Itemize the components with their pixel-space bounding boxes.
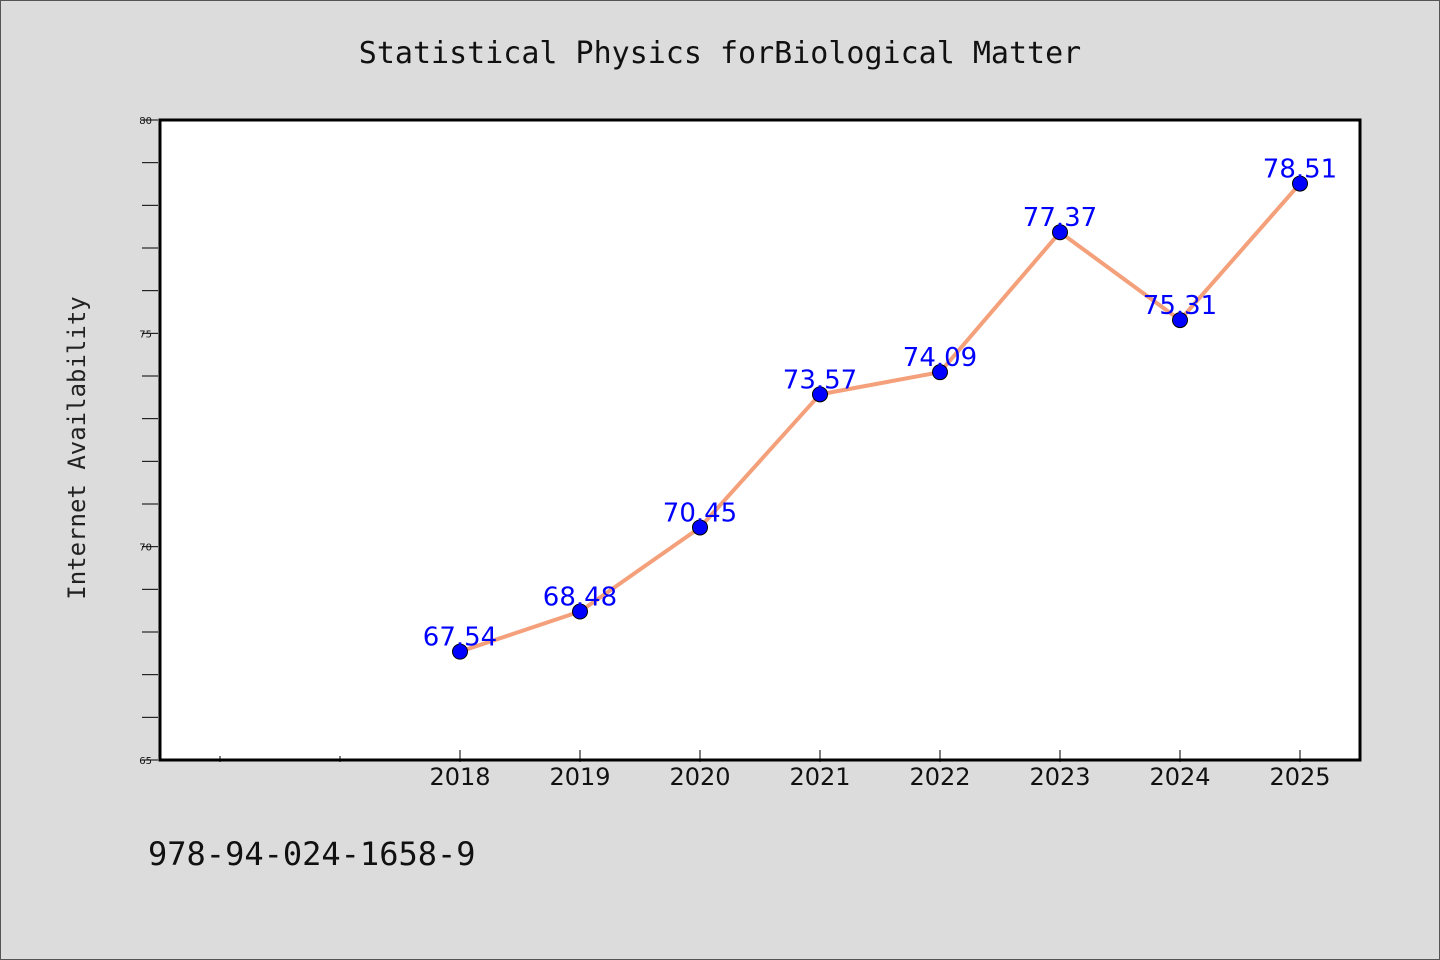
- y-axis: 65 70 75 80: [139, 116, 158, 767]
- y-tick-label: 65: [139, 756, 152, 767]
- x-tick-label: 2022: [909, 763, 970, 791]
- data-label: 68.48: [543, 583, 617, 613]
- data-label: 78.51: [1263, 155, 1337, 185]
- x-tick-label: 2024: [1149, 763, 1210, 791]
- y-axis-label: Internet Availability: [63, 296, 91, 599]
- plot-area: [158, 118, 1362, 762]
- data-label: 74.09: [903, 343, 977, 373]
- series-line: [458, 181, 1302, 654]
- x-tick-label: 2018: [429, 763, 490, 791]
- data-labels: 67.54 68.48 70.45 73.57 74.09 77.37 75.31 78.51: [423, 155, 1337, 653]
- data-label: 67.54: [423, 623, 497, 653]
- data-point: [1052, 224, 1068, 241]
- data-point: [812, 386, 828, 403]
- x-tick-label: 2019: [549, 763, 610, 791]
- isbn-label: 978-94-024-1658-9: [148, 835, 476, 873]
- y-tick-label: 70: [139, 543, 152, 554]
- data-label: 73.57: [783, 365, 857, 395]
- chart-title: Statistical Physics forBiological Matter: [359, 36, 1081, 71]
- data-point: [692, 519, 708, 536]
- x-tick-label: 2021: [789, 763, 850, 791]
- y-tick-label: 80: [139, 116, 152, 127]
- data-point: [932, 364, 948, 381]
- data-point: [1172, 312, 1188, 329]
- data-label: 70.45: [663, 498, 737, 528]
- x-axis: 2018 2019 2020 2021 2022 2023 2024 2025: [219, 750, 1331, 791]
- data-label: 77.37: [1023, 203, 1097, 233]
- data-point: [452, 643, 468, 660]
- y-tick-label: 75: [139, 329, 152, 340]
- x-tick-label: 2025: [1269, 763, 1330, 791]
- data-point: [1292, 175, 1308, 192]
- data-label: 75.31: [1143, 291, 1217, 321]
- data-point: [572, 603, 588, 620]
- x-tick-label: 2023: [1029, 763, 1090, 791]
- data-markers: [452, 175, 1308, 660]
- x-tick-label: 2020: [669, 763, 730, 791]
